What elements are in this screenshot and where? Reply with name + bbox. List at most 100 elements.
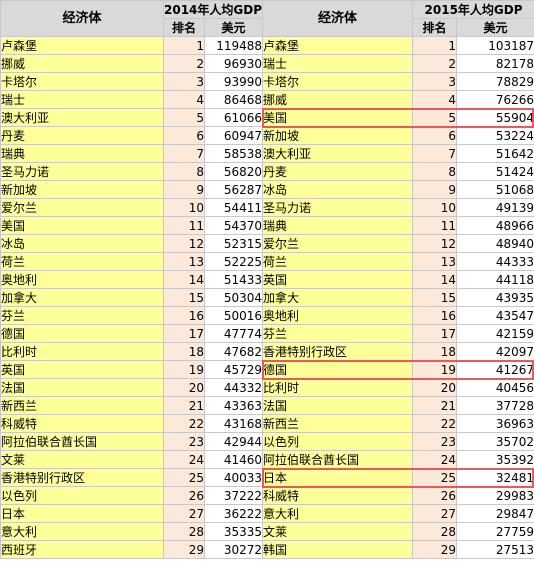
gdp-2014-cell[interactable]: 42944 [203, 432, 264, 451]
rank-2015-cell[interactable]: 15 [412, 288, 458, 307]
country-2015-cell[interactable]: 澳大利亚 [262, 144, 414, 163]
rank-2015-cell[interactable]: 29 [412, 540, 458, 559]
rank-2015-cell[interactable]: 10 [412, 198, 458, 217]
gdp-2015-cell[interactable]: 37728 [456, 396, 534, 415]
gdp-2015-cell[interactable]: 40456 [456, 378, 534, 397]
header-economy-2014[interactable]: 经济体 [0, 0, 164, 37]
country-2015-cell[interactable]: 爱尔兰 [262, 234, 414, 253]
country-2015-cell[interactable]: 丹麦 [262, 162, 414, 181]
rank-2014-cell[interactable]: 6 [163, 126, 205, 145]
country-2015-cell[interactable]: 新西兰 [262, 414, 414, 433]
gdp-2015-cell[interactable]: 51068 [456, 180, 534, 199]
gdp-2015-cell[interactable]: 42097 [456, 342, 534, 361]
rank-2015-cell[interactable]: 24 [412, 450, 458, 469]
country-2014-cell[interactable]: 英国 [0, 360, 164, 379]
country-2014-cell[interactable]: 新西兰 [0, 396, 164, 415]
rank-2014-cell[interactable]: 1 [163, 36, 205, 55]
rank-2015-cell[interactable]: 1 [412, 36, 458, 55]
country-2014-cell[interactable]: 圣马力诺 [0, 162, 164, 181]
country-2015-cell[interactable]: 新加坡 [262, 126, 414, 145]
country-2014-cell[interactable]: 日本 [0, 504, 164, 523]
rank-2014-cell[interactable]: 19 [163, 360, 205, 379]
rank-2015-cell[interactable]: 18 [412, 342, 458, 361]
rank-2014-cell[interactable]: 5 [163, 108, 205, 127]
gdp-2014-cell[interactable]: 56287 [203, 180, 264, 199]
gdp-2014-cell[interactable]: 41460 [203, 450, 264, 469]
rank-2014-cell[interactable]: 29 [163, 540, 205, 559]
gdp-2015-cell[interactable]: 27759 [456, 522, 534, 541]
gdp-2015-cell[interactable]: 32481 [456, 468, 534, 487]
rank-2015-cell[interactable]: 19 [412, 360, 458, 379]
country-2014-cell[interactable]: 美国 [0, 216, 164, 235]
gdp-2014-cell[interactable]: 52315 [203, 234, 264, 253]
rank-2015-cell[interactable]: 22 [412, 414, 458, 433]
rank-2014-cell[interactable]: 7 [163, 144, 205, 163]
country-2014-cell[interactable]: 澳大利亚 [0, 108, 164, 127]
gdp-2015-cell[interactable]: 27513 [456, 540, 534, 559]
country-2014-cell[interactable]: 文莱 [0, 450, 164, 469]
gdp-2014-cell[interactable]: 96930 [203, 54, 264, 73]
country-2015-cell[interactable]: 比利时 [262, 378, 414, 397]
rank-2014-cell[interactable]: 24 [163, 450, 205, 469]
country-2015-cell[interactable]: 意大利 [262, 504, 414, 523]
gdp-2015-cell[interactable]: 29983 [456, 486, 534, 505]
rank-2014-cell[interactable]: 2 [163, 54, 205, 73]
rank-2014-cell[interactable]: 27 [163, 504, 205, 523]
gdp-2015-cell[interactable]: 36963 [456, 414, 534, 433]
gdp-2014-cell[interactable]: 47682 [203, 342, 264, 361]
rank-2014-cell[interactable]: 8 [163, 162, 205, 181]
gdp-2015-cell[interactable]: 103187 [456, 36, 534, 55]
country-2014-cell[interactable]: 阿拉伯联合酋长国 [0, 432, 164, 451]
gdp-2015-cell[interactable]: 51424 [456, 162, 534, 181]
gdp-2015-cell[interactable]: 49139 [456, 198, 534, 217]
rank-2015-cell[interactable]: 7 [412, 144, 458, 163]
country-2015-cell[interactable]: 阿拉伯联合酋长国 [262, 450, 414, 469]
rank-2015-cell[interactable]: 17 [412, 324, 458, 343]
country-2014-cell[interactable]: 荷兰 [0, 252, 164, 271]
rank-2015-cell[interactable]: 6 [412, 126, 458, 145]
country-2014-cell[interactable]: 新加坡 [0, 180, 164, 199]
country-2015-cell[interactable]: 挪威 [262, 90, 414, 109]
gdp-2014-cell[interactable]: 35335 [203, 522, 264, 541]
country-2015-cell[interactable]: 冰岛 [262, 180, 414, 199]
gdp-2014-cell[interactable]: 45729 [203, 360, 264, 379]
gdp-2015-cell[interactable]: 44333 [456, 252, 534, 271]
country-2015-cell[interactable]: 瑞士 [262, 54, 414, 73]
rank-2015-cell[interactable]: 13 [412, 252, 458, 271]
header-usd-2015[interactable]: 美元 [456, 18, 534, 37]
header-rank-2014[interactable]: 排名 [163, 18, 205, 37]
gdp-2014-cell[interactable]: 47774 [203, 324, 264, 343]
rank-2015-cell[interactable]: 4 [412, 90, 458, 109]
country-2015-cell[interactable]: 科威特 [262, 486, 414, 505]
country-2014-cell[interactable]: 西班牙 [0, 540, 164, 559]
country-2014-cell[interactable]: 瑞士 [0, 90, 164, 109]
rank-2015-cell[interactable]: 20 [412, 378, 458, 397]
header-economy-2015[interactable]: 经济体 [262, 0, 414, 37]
country-2014-cell[interactable]: 香港特别行政区 [0, 468, 164, 487]
gdp-2015-cell[interactable]: 55904 [456, 108, 534, 127]
rank-2014-cell[interactable]: 10 [163, 198, 205, 217]
rank-2014-cell[interactable]: 18 [163, 342, 205, 361]
country-2014-cell[interactable]: 爱尔兰 [0, 198, 164, 217]
country-2015-cell[interactable]: 卢森堡 [262, 36, 414, 55]
gdp-2014-cell[interactable]: 51433 [203, 270, 264, 289]
country-2015-cell[interactable]: 香港特别行政区 [262, 342, 414, 361]
country-2014-cell[interactable]: 法国 [0, 378, 164, 397]
gdp-2015-cell[interactable]: 53224 [456, 126, 534, 145]
rank-2015-cell[interactable]: 2 [412, 54, 458, 73]
country-2014-cell[interactable]: 卢森堡 [0, 36, 164, 55]
gdp-2014-cell[interactable]: 60947 [203, 126, 264, 145]
gdp-2014-cell[interactable]: 50304 [203, 288, 264, 307]
rank-2015-cell[interactable]: 16 [412, 306, 458, 325]
header-rank-2015[interactable]: 排名 [412, 18, 458, 37]
country-2015-cell[interactable]: 日本 [262, 468, 414, 487]
country-2015-cell[interactable]: 文莱 [262, 522, 414, 541]
country-2014-cell[interactable]: 丹麦 [0, 126, 164, 145]
rank-2015-cell[interactable]: 5 [412, 108, 458, 127]
gdp-2014-cell[interactable]: 37222 [203, 486, 264, 505]
rank-2014-cell[interactable]: 17 [163, 324, 205, 343]
gdp-2014-cell[interactable]: 43363 [203, 396, 264, 415]
rank-2014-cell[interactable]: 12 [163, 234, 205, 253]
rank-2014-cell[interactable]: 26 [163, 486, 205, 505]
gdp-2014-cell[interactable]: 86468 [203, 90, 264, 109]
